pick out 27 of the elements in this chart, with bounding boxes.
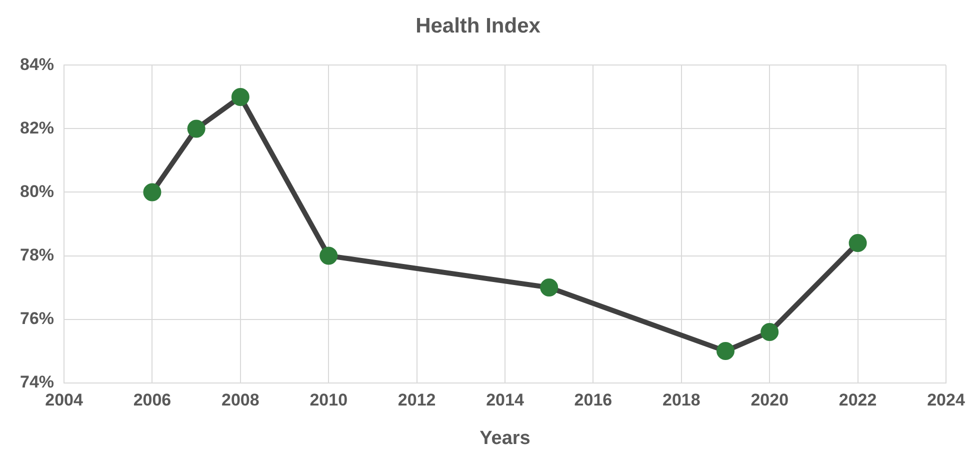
x-axis-title: Years [480, 428, 530, 449]
x-tick-label: 2024 [927, 390, 966, 410]
point [716, 342, 735, 360]
x-tick-label: 2022 [838, 390, 877, 410]
x-tick-label: 2012 [398, 390, 436, 410]
x-tick-label: 2008 [222, 390, 260, 410]
x-tick-label: 2014 [486, 390, 524, 410]
point [143, 183, 162, 202]
chart-title: Health Index [416, 14, 541, 38]
point [848, 234, 867, 252]
point [540, 278, 558, 297]
x-tick-label: 2010 [310, 390, 348, 410]
point [187, 120, 206, 138]
x-tick-label: 2004 [45, 390, 84, 410]
y-tick-label: 74% [20, 372, 54, 392]
y-tick-label: 82% [20, 118, 54, 138]
y-tick-label: 76% [20, 308, 54, 328]
x-tick-label: 2006 [133, 390, 172, 410]
x-tick-label: 2020 [750, 390, 789, 410]
y-tick-label: 80% [20, 182, 54, 201]
point [760, 322, 779, 341]
point [231, 88, 250, 106]
y-tick-label: 84% [20, 54, 54, 74]
y-tick-label: 78% [20, 245, 54, 264]
x-tick-label: 2016 [574, 390, 612, 410]
x-tick-label: 2018 [662, 390, 700, 410]
point [320, 246, 338, 265]
